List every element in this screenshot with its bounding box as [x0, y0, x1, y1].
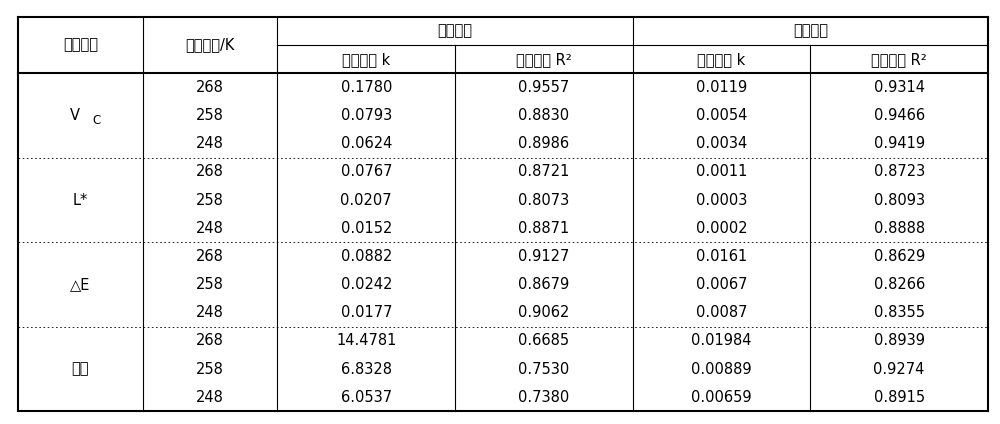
- Text: 0.9062: 0.9062: [518, 305, 570, 320]
- Text: 0.9419: 0.9419: [874, 136, 925, 151]
- Text: 0.0882: 0.0882: [341, 249, 392, 264]
- Text: 0.9127: 0.9127: [518, 249, 570, 264]
- Text: 0.00889: 0.00889: [691, 362, 752, 377]
- Text: 268: 268: [196, 165, 224, 179]
- Text: 0.9557: 0.9557: [518, 80, 570, 95]
- Text: 0.8721: 0.8721: [518, 165, 570, 179]
- Text: V: V: [70, 108, 80, 123]
- Text: 0.0177: 0.0177: [341, 305, 392, 320]
- Text: 0.8888: 0.8888: [874, 221, 925, 236]
- Text: 0.0011: 0.0011: [696, 165, 747, 179]
- Text: 0.0054: 0.0054: [696, 108, 747, 123]
- Text: 0.0767: 0.0767: [341, 165, 392, 179]
- Text: 0.1780: 0.1780: [341, 80, 392, 95]
- Text: 决定系数 R²: 决定系数 R²: [516, 52, 572, 67]
- Text: 258: 258: [196, 362, 224, 377]
- Text: C: C: [92, 114, 100, 127]
- Text: 268: 268: [196, 80, 224, 95]
- Text: 0.0119: 0.0119: [696, 80, 747, 95]
- Text: 0.0002: 0.0002: [696, 221, 747, 236]
- Text: 0.8629: 0.8629: [874, 249, 925, 264]
- Text: 0.8723: 0.8723: [874, 165, 925, 179]
- Text: 0.8266: 0.8266: [874, 277, 925, 292]
- Text: 6.0537: 6.0537: [341, 390, 392, 404]
- Text: 一级反应: 一级反应: [793, 24, 828, 39]
- Text: 248: 248: [196, 305, 224, 320]
- Text: 贮藏温度/K: 贮藏温度/K: [185, 38, 235, 53]
- Text: 0.01984: 0.01984: [691, 333, 752, 349]
- Text: 248: 248: [196, 221, 224, 236]
- Text: 0.8871: 0.8871: [518, 221, 570, 236]
- Text: 0.0087: 0.0087: [696, 305, 747, 320]
- Text: 0.8355: 0.8355: [874, 305, 925, 320]
- Text: 零级反应: 零级反应: [438, 24, 473, 39]
- Text: 248: 248: [196, 136, 224, 151]
- Text: 0.0793: 0.0793: [341, 108, 392, 123]
- Text: 硬度: 硬度: [72, 362, 89, 377]
- Text: 0.0003: 0.0003: [696, 192, 747, 207]
- Text: 6.8328: 6.8328: [341, 362, 392, 377]
- Text: 268: 268: [196, 249, 224, 264]
- Text: 0.9274: 0.9274: [873, 362, 925, 377]
- Text: 0.0207: 0.0207: [340, 192, 392, 207]
- Text: 0.0242: 0.0242: [341, 277, 392, 292]
- Text: 258: 258: [196, 277, 224, 292]
- Text: 品质指标: 品质指标: [63, 38, 98, 53]
- Text: 0.7530: 0.7530: [518, 362, 570, 377]
- Text: 258: 258: [196, 192, 224, 207]
- Text: 248: 248: [196, 390, 224, 404]
- Text: 0.0034: 0.0034: [696, 136, 747, 151]
- Text: 0.0067: 0.0067: [696, 277, 747, 292]
- Text: L*: L*: [73, 192, 88, 207]
- Text: 0.7380: 0.7380: [518, 390, 570, 404]
- Text: 0.00659: 0.00659: [691, 390, 752, 404]
- Text: 0.8986: 0.8986: [518, 136, 569, 151]
- Text: 0.0152: 0.0152: [341, 221, 392, 236]
- Text: 0.0161: 0.0161: [696, 249, 747, 264]
- Text: 0.8830: 0.8830: [518, 108, 569, 123]
- Text: 0.9314: 0.9314: [874, 80, 925, 95]
- Text: 0.8915: 0.8915: [874, 390, 925, 404]
- Text: 268: 268: [196, 333, 224, 349]
- Text: 速率常数 k: 速率常数 k: [697, 52, 746, 67]
- Text: 决定系数 R²: 决定系数 R²: [871, 52, 927, 67]
- Text: 0.8073: 0.8073: [518, 192, 570, 207]
- Text: 14.4781: 14.4781: [336, 333, 396, 349]
- Text: 0.6685: 0.6685: [518, 333, 569, 349]
- Text: 258: 258: [196, 108, 224, 123]
- Text: 0.8093: 0.8093: [874, 192, 925, 207]
- Text: 速率常数 k: 速率常数 k: [342, 52, 390, 67]
- Text: 0.8939: 0.8939: [874, 333, 925, 349]
- Text: 0.9466: 0.9466: [874, 108, 925, 123]
- Text: △E: △E: [70, 277, 91, 292]
- Text: 0.8679: 0.8679: [518, 277, 570, 292]
- Text: 0.0624: 0.0624: [341, 136, 392, 151]
